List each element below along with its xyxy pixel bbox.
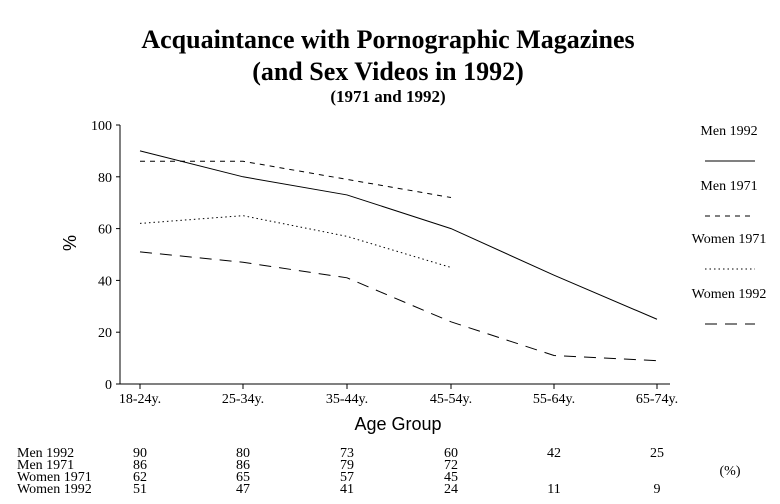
legend-label: Men 1971 bbox=[700, 179, 757, 194]
x-tick-label: 25-34y. bbox=[222, 392, 264, 407]
table-cell: 86 bbox=[236, 458, 250, 473]
y-tick-label: 0 bbox=[105, 378, 112, 393]
x-tick-label: 18-24y. bbox=[119, 392, 161, 407]
x-tick-label: 65-74y. bbox=[636, 392, 678, 407]
y-axis-label: % bbox=[60, 235, 80, 251]
series-line-women-1971 bbox=[139, 215, 452, 268]
table-cell: 45 bbox=[444, 470, 458, 485]
table-cell: 90 bbox=[133, 446, 147, 461]
series-line-men-1992 bbox=[139, 150, 658, 320]
x-tick-label: 55-64y. bbox=[533, 392, 575, 407]
table-cell: 80 bbox=[236, 446, 250, 461]
table-cell: 79 bbox=[340, 458, 354, 473]
y-tick-label: 100 bbox=[91, 119, 112, 134]
y-tick-label: 60 bbox=[98, 223, 112, 238]
x-tick-label: 45-54y. bbox=[430, 392, 472, 407]
table-cell: 24 bbox=[444, 482, 458, 497]
table-cell: 9 bbox=[654, 482, 661, 497]
x-tick-label: 35-44y. bbox=[326, 392, 368, 407]
table-cell: 11 bbox=[547, 482, 560, 497]
table-cell: 60 bbox=[444, 446, 458, 461]
y-tick-label: 80 bbox=[98, 171, 112, 186]
table-unit: (%) bbox=[720, 464, 741, 479]
table-cell: 65 bbox=[236, 470, 250, 485]
legend-label: Women 1971 bbox=[692, 232, 767, 247]
y-tick-label: 40 bbox=[98, 274, 112, 289]
plot-area: 0 20 40 60 80 100 18-24y. 25-34y. 35-44y. 45-54y.… bbox=[91, 119, 678, 407]
table-cell: 42 bbox=[547, 446, 561, 461]
table-cell: 72 bbox=[444, 458, 458, 473]
table-cell: 73 bbox=[340, 446, 354, 461]
data-table: Men 1992 90 80 73 60 42 25 Men 1971 86 86 79 72 Wome… bbox=[17, 446, 664, 497]
legend: Men 1992 Men 1971 Women 1971 Women 1992 bbox=[692, 124, 767, 325]
table-row-label: Men 1971 bbox=[17, 458, 74, 473]
series-line-women-1992 bbox=[139, 251, 658, 362]
legend-label: Women 1992 bbox=[692, 287, 767, 302]
y-tick-label: 20 bbox=[98, 326, 112, 341]
table-cell: 25 bbox=[650, 446, 664, 461]
table-cell: 86 bbox=[133, 458, 147, 473]
table-cell: 62 bbox=[133, 470, 147, 485]
chart-title-line2: (and Sex Videos in 1992) bbox=[252, 57, 524, 86]
table-row-label: Women 1971 bbox=[17, 470, 92, 485]
table-cell: 47 bbox=[236, 482, 250, 497]
legend-label: Men 1992 bbox=[700, 124, 757, 139]
table-cell: 57 bbox=[340, 470, 354, 485]
chart-title: Acquaintance with Pornographic Magazines bbox=[141, 25, 634, 54]
table-cell: 41 bbox=[340, 482, 354, 497]
chart-subtitle: (1971 and 1992) bbox=[330, 87, 445, 106]
x-axis-label: Age Group bbox=[354, 414, 441, 434]
table-row-label: Men 1992 bbox=[17, 446, 74, 461]
series-line-men-1971 bbox=[140, 160, 452, 199]
table-row-label: Women 1992 bbox=[17, 482, 92, 497]
table-cell: 51 bbox=[133, 482, 147, 497]
